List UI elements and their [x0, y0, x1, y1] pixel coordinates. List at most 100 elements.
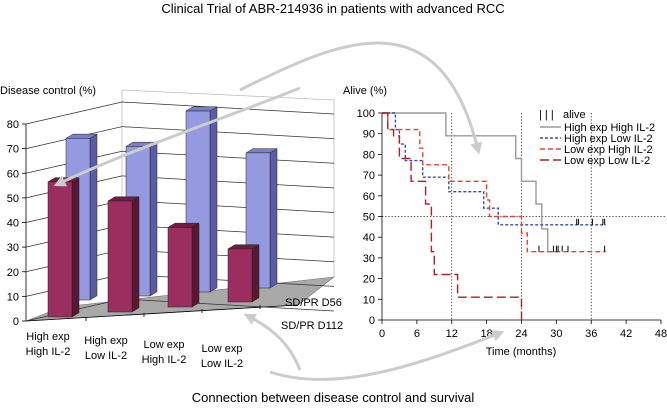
bar-d112-1-front	[107, 200, 133, 313]
km-y-tick-label: 50	[363, 212, 375, 224]
km-y-tick-label: 70	[363, 170, 375, 182]
bar-back-wall-frame	[121, 89, 335, 277]
km-y-tick-label: 100	[357, 108, 375, 120]
bar-category-label: Low exp	[144, 339, 185, 351]
km-line-low-low	[382, 112, 523, 320]
bar-d112-3-side	[251, 244, 260, 303]
km-x-tick-label: 12	[446, 328, 458, 340]
bar-d112-3-front	[227, 248, 253, 303]
bar-category-label: Low exp	[202, 343, 243, 355]
bar-marks	[47, 106, 278, 318]
bar-gridline-back	[121, 101, 335, 115]
bar-category-label: Low IL-2	[201, 358, 243, 370]
bar-d112-2-side	[191, 222, 200, 308]
bar-gridline-back	[121, 200, 335, 213]
bar-y-tick-label: 0	[13, 316, 19, 328]
legend-entry-high-low: High exp Low IL-2	[540, 133, 653, 145]
bar-y-tick-label: 50	[7, 193, 19, 205]
km-x-tick-label: 42	[620, 328, 632, 340]
km-y-tick-label: 90	[363, 129, 375, 141]
bar-y-tick-label: 40	[7, 218, 19, 230]
km-y-tick-label: 20	[363, 274, 375, 286]
bar-d112-3	[227, 244, 260, 303]
arrow-to-bar-chart	[53, 86, 301, 187]
km-x-tick-label: 24	[515, 328, 527, 340]
bar-d112-1-side	[131, 196, 140, 313]
bar-y-tick-label: 60	[7, 168, 19, 180]
arrow-to-km-low-low	[269, 329, 505, 381]
arrow-to-km-chart	[239, 41, 483, 155]
survival-km-chart: Alive (%) Time (months) 0102030405060708…	[343, 85, 667, 358]
bar-d112-2	[167, 222, 200, 308]
km-y-tick-label: 60	[363, 191, 375, 203]
legend-entry-alive: | | | alive	[539, 109, 586, 121]
bar-category-label: High IL-2	[26, 346, 71, 358]
bar-gridline-back	[121, 175, 335, 189]
legend-label-alive: alive	[563, 109, 586, 121]
bar-d112-2-front	[167, 227, 193, 308]
legend-censor-glyph: | | |	[539, 109, 554, 121]
km-x-tick-label: 36	[585, 328, 597, 340]
bar-x-axis-line	[25, 304, 299, 322]
bar-y-ticks: 0 10 20 30 40 50 60 70 80	[7, 119, 26, 328]
legend-label: Low exp High IL-2	[564, 144, 653, 156]
bar-series-labels: SD/PR D56 SD/PR D112	[281, 297, 343, 332]
bar-category-label: High exp	[84, 335, 127, 347]
km-y-tick-label: 30	[363, 253, 375, 265]
legend-label: Low exp Low IL-2	[564, 155, 650, 167]
bar-d56-0-side	[89, 133, 98, 301]
connection-arrows	[53, 41, 505, 381]
bar-d56-2-side	[209, 106, 218, 293]
bar-y-tick-label: 30	[7, 242, 19, 254]
bar-gridline-back	[121, 126, 335, 139]
legend-entry-low-low: Low exp Low IL-2	[540, 155, 650, 167]
bar-d112-0	[47, 177, 80, 318]
bar-d56-3-side	[269, 148, 278, 289]
bar-d112-0-front	[47, 181, 73, 318]
bar-category-label: Low IL-2	[85, 350, 127, 362]
km-x-tick-label: 6	[414, 328, 420, 340]
km-line-low-high	[382, 112, 606, 253]
bar-gridline-back	[121, 298, 335, 312]
km-x-tick-label: 48	[655, 328, 667, 340]
km-y-tick-label: 0	[369, 315, 375, 327]
bar-category-label: High IL-2	[142, 354, 187, 366]
legend-entry-low-high: Low exp High IL-2	[540, 144, 653, 156]
km-y-axis-title: Alive (%)	[343, 85, 387, 97]
bar-y-tick-label: 80	[7, 119, 19, 131]
km-y-tick-label: 40	[363, 232, 375, 244]
series-label-d56: SD/PR D56	[285, 297, 342, 309]
bar-category-label: High exp	[26, 331, 69, 343]
km-series-lines	[382, 112, 606, 320]
legend-label: High exp High IL-2	[564, 122, 655, 134]
disease-control-bar-chart: Disease control (%) 0 10 20 30 40 50 60 70 80 Hi…	[0, 85, 343, 370]
bar-gridline-back	[121, 224, 335, 238]
bar-d56-1-side	[149, 141, 158, 297]
bar-y-tick-label: 70	[7, 144, 19, 156]
bar-d112-1	[107, 196, 140, 313]
figure-footer: Connection between disease control and s…	[192, 390, 475, 405]
km-x-tick-label: 0	[379, 328, 385, 340]
series-label-d112: SD/PR D112	[281, 320, 343, 332]
km-y-tick-label: 10	[363, 294, 375, 306]
bar-gridline-side	[25, 101, 123, 125]
km-censor-marks	[538, 218, 606, 252]
bar-y-axis-title: Disease control (%)	[0, 85, 96, 97]
bar-y-tick-label: 20	[7, 267, 19, 279]
bar-x-ticks: High exp High IL-2 High exp Low IL-2 Low exp…	[26, 305, 261, 370]
figure-title: Clinical Trial of ABR-214936 in patients…	[161, 1, 504, 16]
km-y-tick-label: 80	[363, 149, 375, 161]
legend-label: High exp Low IL-2	[564, 133, 653, 145]
bar-y-tick-label: 10	[7, 291, 19, 303]
km-x-tick-label: 30	[550, 328, 562, 340]
arrow-to-bar-low-low	[243, 313, 302, 371]
legend-entry-high-high: High exp High IL-2	[540, 122, 655, 134]
km-line-high-high	[382, 112, 557, 253]
bar-gridline-back	[121, 150, 335, 164]
km-x-axis-title: Time (months)	[486, 346, 557, 358]
bar-d112-0-side	[71, 177, 80, 318]
